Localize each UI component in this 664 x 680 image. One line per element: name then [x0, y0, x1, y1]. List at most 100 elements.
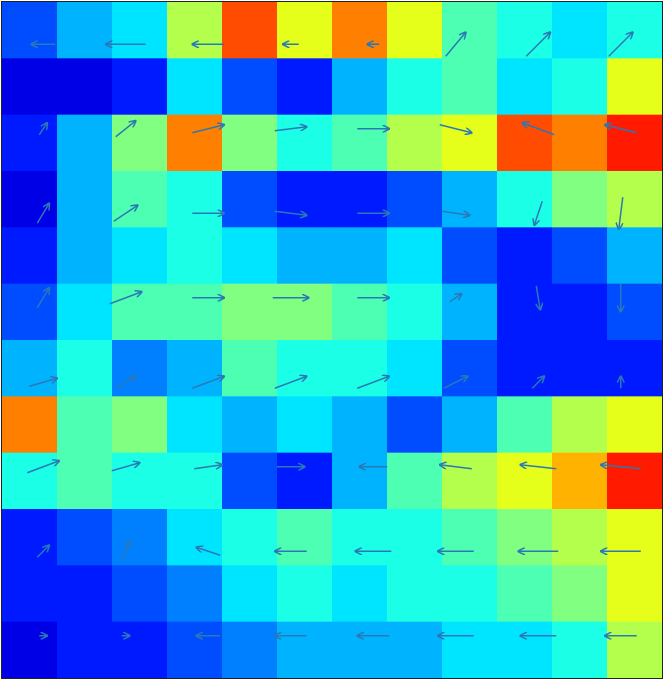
heat-cell — [57, 58, 113, 116]
heat-cell — [332, 283, 388, 341]
heat-cell — [332, 396, 388, 454]
heat-cell — [57, 340, 113, 397]
arrow — [536, 285, 540, 310]
heat-cell — [387, 2, 443, 59]
heat-cell — [442, 509, 498, 566]
heat-cell — [607, 565, 663, 623]
heat-cell — [277, 171, 333, 228]
heat-cell — [497, 396, 553, 454]
arrow — [111, 463, 140, 472]
heat-cell — [497, 340, 553, 397]
arrow — [534, 201, 543, 225]
heat-cell — [552, 171, 608, 228]
heat-cell — [442, 565, 498, 623]
heat-cell — [2, 58, 58, 116]
quiver — [26, 32, 641, 636]
heat-cell — [2, 340, 58, 397]
arrow — [608, 32, 633, 57]
heat-cell — [387, 283, 443, 341]
heat-cell — [167, 58, 223, 116]
heat-cell — [607, 114, 663, 172]
heat-cell — [222, 509, 278, 566]
heat-cell — [222, 171, 278, 228]
heat-cell — [607, 283, 663, 341]
arrow — [605, 125, 637, 134]
heat-cell — [497, 565, 553, 623]
heat-cell — [497, 58, 553, 116]
heat-cell — [112, 340, 168, 397]
heat-cell — [112, 58, 168, 116]
heat-cell — [387, 396, 443, 454]
heat-cell — [332, 171, 388, 228]
arrow — [38, 123, 47, 136]
heat-cell — [332, 565, 388, 623]
heat-cell — [57, 114, 113, 172]
heat-cell — [607, 171, 663, 228]
arrow — [36, 203, 49, 224]
heat-cell — [552, 509, 608, 566]
heat-cell — [277, 114, 333, 172]
heat-cell — [332, 621, 388, 679]
heat-cell — [112, 565, 168, 623]
arrow — [109, 292, 142, 305]
heat-cell — [552, 340, 608, 397]
heat-cell — [222, 114, 278, 172]
heat-cell — [222, 621, 278, 679]
arrow — [601, 465, 641, 470]
heat-cell — [497, 621, 553, 679]
heat-cell — [277, 396, 333, 454]
heat-cell — [57, 452, 113, 510]
heat-cell — [442, 114, 498, 172]
heat-cell — [277, 509, 333, 566]
heat-cell — [222, 565, 278, 623]
arrow — [192, 125, 224, 134]
heat-cell — [112, 2, 168, 59]
heat-cell — [442, 452, 498, 510]
heat-cell — [607, 509, 663, 566]
arrow — [196, 547, 221, 556]
heat-cell — [57, 565, 113, 623]
heat-cell — [552, 565, 608, 623]
heat-cell — [387, 509, 443, 566]
arrow — [113, 205, 138, 222]
heat-cell — [442, 58, 498, 116]
heat-cell — [277, 340, 333, 397]
heat-cell — [167, 396, 223, 454]
heat-cell — [387, 58, 443, 116]
heat-cell — [497, 452, 553, 510]
arrow — [115, 121, 136, 138]
heat-cell — [167, 509, 223, 566]
heat-cell — [387, 565, 443, 623]
heat-cell — [167, 114, 223, 172]
heat-cell — [607, 227, 663, 285]
heat-cell — [607, 621, 663, 679]
heat-cell — [112, 452, 168, 510]
heat-cell — [332, 452, 388, 510]
heat-cell — [112, 509, 168, 566]
heat-cell — [112, 621, 168, 679]
arrow — [36, 545, 49, 558]
heat-cell — [2, 509, 58, 566]
heat-cell — [552, 227, 608, 285]
arrow — [274, 127, 307, 132]
heat-cell — [497, 227, 553, 285]
heat-cell — [497, 283, 553, 341]
heat-cell — [387, 171, 443, 228]
heat-cell — [497, 509, 553, 566]
heat-cell — [57, 621, 113, 679]
heat-cell — [167, 227, 223, 285]
heat-cell — [552, 58, 608, 116]
heat-cell — [607, 340, 663, 397]
heat-cell — [442, 171, 498, 228]
arrow — [443, 376, 468, 389]
heat-cell — [277, 227, 333, 285]
heat-cell — [277, 2, 333, 59]
heat-cell — [222, 2, 278, 59]
heat-cell — [222, 396, 278, 454]
heat-cell — [2, 114, 58, 172]
arrow — [619, 197, 624, 229]
heat-cell — [57, 283, 113, 341]
heat-cell — [442, 396, 498, 454]
